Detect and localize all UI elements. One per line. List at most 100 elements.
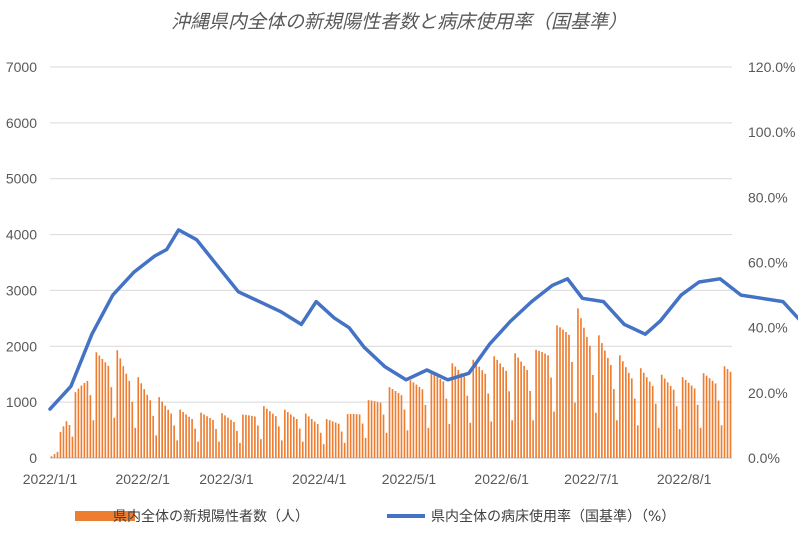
bar [113, 417, 116, 458]
bar [574, 402, 576, 458]
bar [319, 432, 322, 458]
bar [236, 430, 238, 458]
bar [409, 380, 412, 458]
bar [146, 394, 149, 458]
bar [636, 425, 639, 458]
bar [418, 386, 421, 458]
bar [592, 375, 594, 458]
bar [478, 366, 481, 458]
y-right-tick-label: 20.0% [748, 385, 788, 401]
bar [499, 363, 502, 458]
bar [122, 366, 125, 458]
bar [463, 376, 466, 458]
bar [589, 345, 591, 458]
bar [472, 359, 475, 458]
bar [188, 416, 190, 458]
bar [185, 414, 187, 458]
bar [346, 414, 349, 458]
bar [556, 325, 558, 458]
bar [182, 412, 184, 458]
bar [68, 424, 71, 458]
bar [601, 343, 603, 458]
bar [239, 442, 241, 458]
bar [469, 422, 472, 458]
bar [254, 416, 256, 458]
bar [77, 388, 80, 458]
bar [604, 350, 606, 458]
bar [230, 419, 232, 458]
bar [580, 318, 582, 458]
bar [292, 416, 295, 458]
y-left-tick-label: 5000 [6, 171, 37, 187]
bar [523, 365, 525, 458]
bar [176, 440, 178, 458]
bar [436, 376, 439, 458]
bar [278, 426, 280, 458]
y-left-tick-label: 3000 [6, 282, 37, 298]
bar [95, 352, 98, 458]
bar [295, 419, 298, 458]
bar [645, 377, 648, 458]
y-left-tick-label: 0 [29, 450, 37, 466]
x-tick-label: 2022/6/1 [474, 471, 529, 487]
bar [654, 403, 657, 458]
bar [218, 441, 220, 458]
bar [621, 361, 624, 458]
bar [134, 427, 137, 458]
bar [110, 387, 113, 458]
bar [307, 416, 310, 458]
bar [711, 380, 714, 458]
bar [490, 421, 493, 458]
bar [379, 402, 382, 458]
bar [197, 441, 199, 458]
bar [260, 439, 262, 458]
bar [690, 385, 693, 458]
x-tick-label: 2022/4/1 [292, 471, 347, 487]
bar [511, 420, 513, 458]
bar [586, 336, 588, 458]
bar [209, 418, 211, 458]
y-right-tick-label: 60.0% [748, 255, 788, 271]
bar [310, 418, 313, 458]
x-tick-label: 2022/2/1 [115, 471, 170, 487]
y-right-tick-label: 80.0% [748, 189, 788, 205]
chart-title: 沖縄県内全体の新規陽性者数と病床使用率（国基準） [171, 11, 627, 33]
bar [107, 365, 110, 458]
bar [729, 371, 732, 458]
y-right-tick-label: 0.0% [748, 450, 780, 466]
bar [481, 370, 484, 458]
y-right-tick-label: 100.0% [748, 124, 795, 140]
bar [633, 398, 636, 458]
bar [454, 366, 457, 458]
bar [83, 382, 86, 458]
bar [59, 432, 62, 458]
y-left-tick-label: 6000 [6, 115, 37, 131]
bar [684, 379, 687, 458]
bar [421, 389, 424, 458]
bar [89, 395, 92, 458]
bar [448, 424, 451, 458]
bar [442, 381, 445, 458]
bar [496, 359, 499, 458]
bar [194, 428, 196, 458]
bar [475, 363, 478, 458]
bar [164, 405, 166, 458]
bar [642, 372, 645, 458]
bar [137, 377, 140, 458]
bar [433, 374, 436, 458]
bar [445, 398, 448, 458]
y-right-tick-label: 40.0% [748, 320, 788, 336]
bar [173, 425, 175, 458]
bar [639, 368, 642, 458]
bar [334, 422, 337, 458]
bar [505, 370, 507, 458]
gridlines [50, 66, 732, 459]
bar [415, 384, 418, 458]
bar [403, 409, 406, 458]
bar [125, 373, 128, 458]
bar [364, 437, 367, 458]
bar [538, 350, 540, 458]
bar [50, 456, 53, 458]
bar [460, 373, 463, 458]
